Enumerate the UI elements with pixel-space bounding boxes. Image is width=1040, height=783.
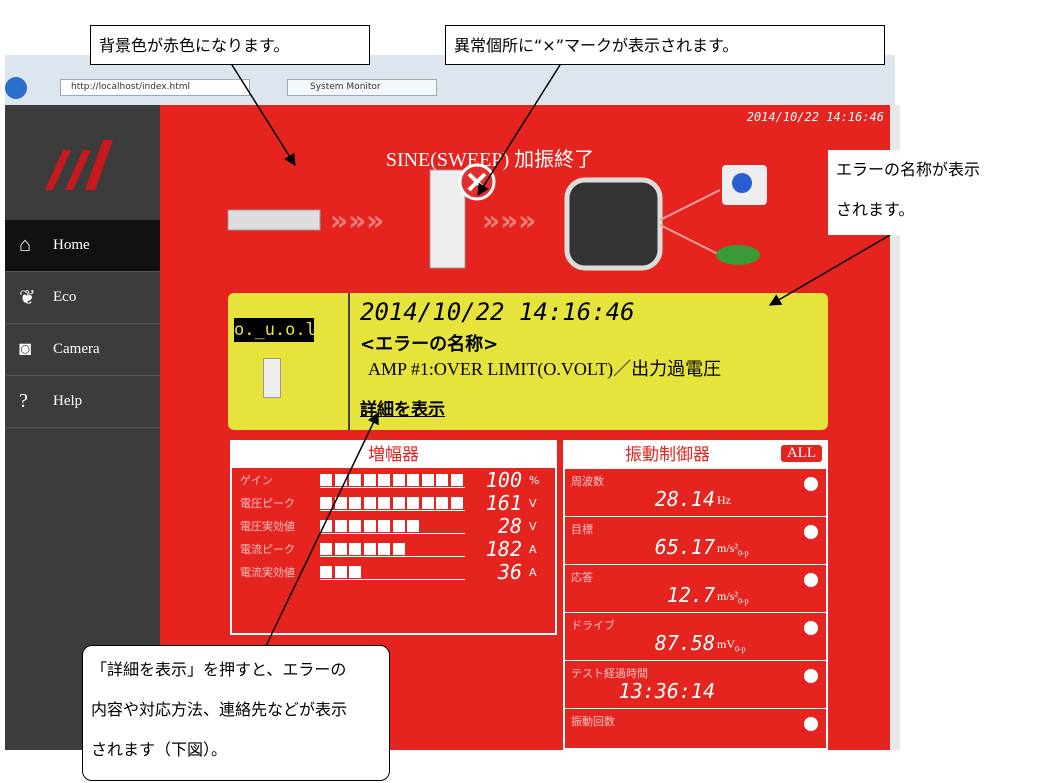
callout: 異常個所に“×”マークが表示されます。: [445, 25, 885, 65]
callout-line: エラーの名称が表示: [836, 150, 1032, 190]
callout: 「詳細を表示」を押すと、エラーの内容や対応方法、連絡先などが表示されます（下図）…: [82, 645, 390, 781]
callout: エラーの名称が表示されます。: [828, 150, 1040, 235]
callout-line: されます。: [836, 190, 1032, 230]
callout-line: 内容や対応方法、連絡先などが表示: [91, 690, 381, 730]
callout-line: 異常個所に“×”マークが表示されます。: [454, 26, 876, 66]
callout-line: されます（下図）。: [91, 730, 381, 770]
callout: 背景色が赤色になります。: [90, 25, 370, 65]
callout-line: 「詳細を表示」を押すと、エラーの: [91, 650, 381, 690]
callout-line: 背景色が赤色になります。: [99, 26, 361, 66]
screenshot: http://localhost/index.html System Monit…: [0, 0, 1040, 783]
